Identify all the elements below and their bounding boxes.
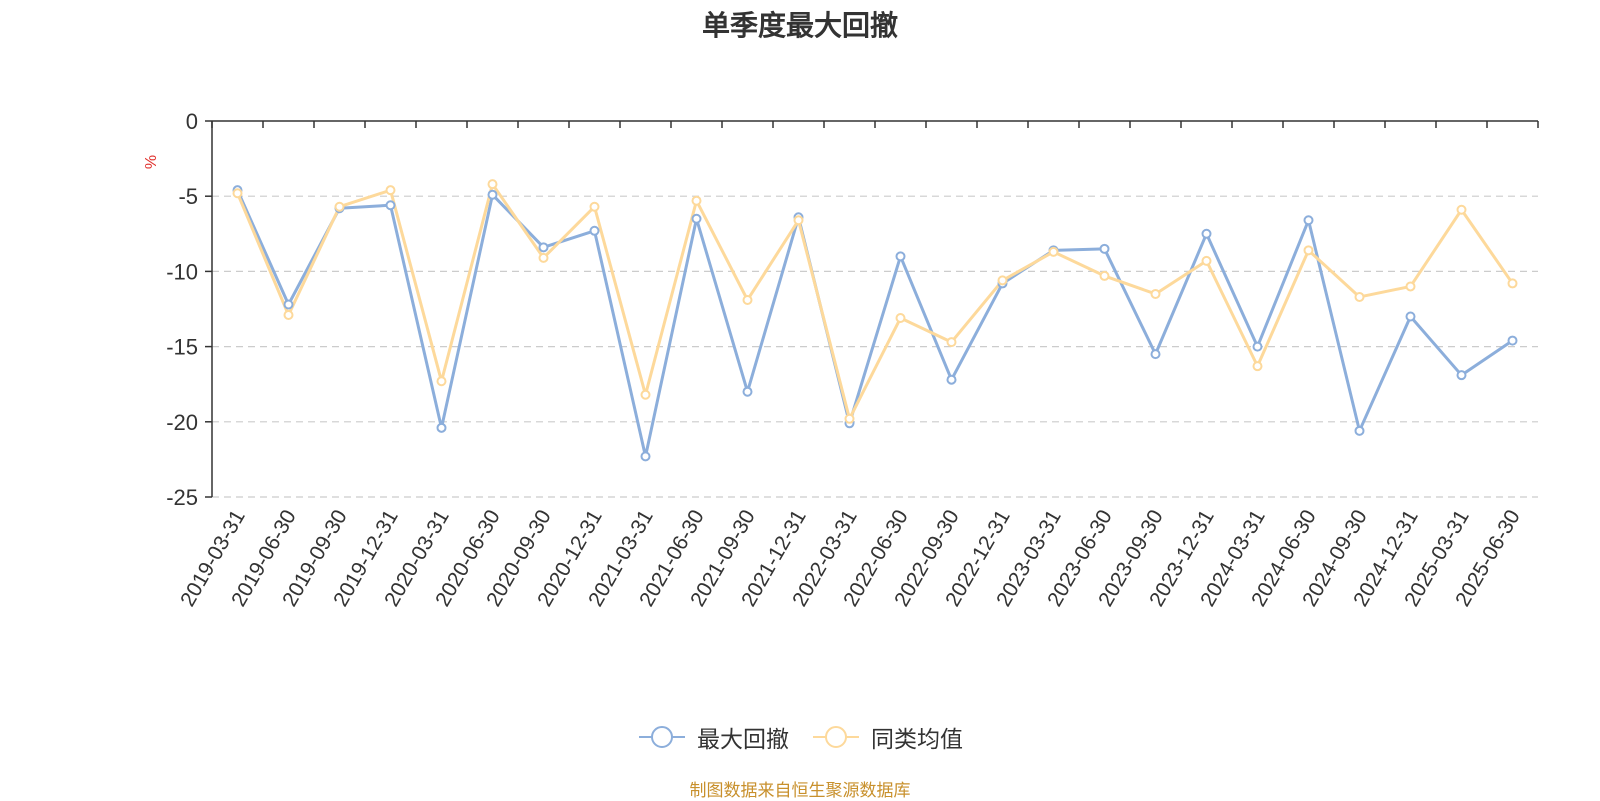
legend-label: 同类均值 (871, 727, 963, 753)
data-point-peer-average (691, 195, 702, 206)
series-line-drawdown (236, 189, 1514, 458)
y-tick-label: -15 (166, 335, 198, 360)
data-point-peer-average (283, 310, 294, 321)
data-point-peer-average (1150, 288, 1161, 299)
data-point-drawdown (1252, 341, 1263, 352)
data-point-peer-average (232, 188, 243, 199)
legend-marker-icon (813, 726, 859, 748)
data-point-peer-average (538, 252, 549, 263)
y-tick-label: 0 (186, 109, 198, 134)
data-point-peer-average (1099, 270, 1110, 281)
data-point-peer-average (997, 275, 1008, 286)
data-point-peer-average (385, 185, 396, 196)
legend-marker-icon (639, 726, 685, 748)
chart-title: 单季度最大回撤 (701, 9, 898, 42)
legend-label: 最大回撤 (697, 727, 789, 753)
data-point-drawdown (589, 225, 600, 236)
legend-item-drawdown[interactable]: 最大回撤 (637, 720, 789, 754)
data-point-peer-average (1201, 255, 1212, 266)
y-tick-label: -20 (166, 410, 198, 435)
data-point-drawdown (691, 213, 702, 224)
data-point-peer-average (1252, 361, 1263, 372)
data-point-drawdown (538, 242, 549, 253)
series-line-peer-average (236, 182, 1514, 421)
data-point-drawdown (436, 422, 447, 433)
data-point-peer-average (742, 294, 753, 305)
data-point-peer-average (1303, 245, 1314, 256)
data-point-drawdown (640, 451, 651, 462)
chart-legend: 最大回撤 同类均值 (0, 720, 1600, 754)
data-point-peer-average (1507, 278, 1518, 289)
data-point-drawdown (1201, 228, 1212, 239)
data-point-peer-average (1405, 281, 1416, 292)
legend-item-peer-average[interactable]: 同类均值 (811, 720, 963, 754)
y-tick-label: -10 (166, 259, 198, 284)
y-tick-label: -25 (166, 485, 198, 510)
data-point-peer-average (334, 201, 345, 212)
data-point-drawdown (1456, 370, 1467, 381)
data-point-peer-average (946, 337, 957, 348)
data-point-peer-average (844, 413, 855, 424)
data-point-peer-average (436, 376, 447, 387)
data-point-peer-average (793, 215, 804, 226)
data-point-drawdown (946, 374, 957, 385)
data-point-peer-average (640, 389, 651, 400)
data-point-peer-average (1354, 291, 1365, 302)
data-point-peer-average (1456, 204, 1467, 215)
data-point-drawdown (1303, 215, 1314, 226)
data-point-drawdown (1099, 243, 1110, 254)
y-tick-label: -5 (178, 184, 198, 209)
data-point-drawdown (1507, 335, 1518, 346)
data-point-drawdown (895, 251, 906, 262)
data-point-drawdown (742, 386, 753, 397)
data-point-peer-average (1048, 246, 1059, 257)
data-point-drawdown (385, 200, 396, 211)
source-note: 制图数据来自恒生聚源数据库 (689, 781, 911, 801)
data-point-drawdown (1150, 349, 1161, 360)
data-point-drawdown (487, 189, 498, 200)
data-point-peer-average (589, 201, 600, 212)
data-point-peer-average (487, 179, 498, 190)
data-point-drawdown (283, 299, 294, 310)
y-axis-unit-label: % (143, 155, 160, 169)
data-point-drawdown (1405, 311, 1416, 322)
data-point-peer-average (895, 313, 906, 324)
data-point-drawdown (1354, 425, 1365, 436)
